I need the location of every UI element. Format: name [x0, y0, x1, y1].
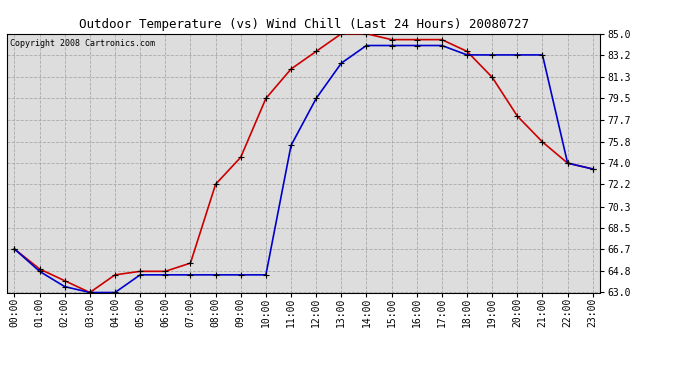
- Text: Copyright 2008 Cartronics.com: Copyright 2008 Cartronics.com: [10, 39, 155, 48]
- Title: Outdoor Temperature (vs) Wind Chill (Last 24 Hours) 20080727: Outdoor Temperature (vs) Wind Chill (Las…: [79, 18, 529, 31]
